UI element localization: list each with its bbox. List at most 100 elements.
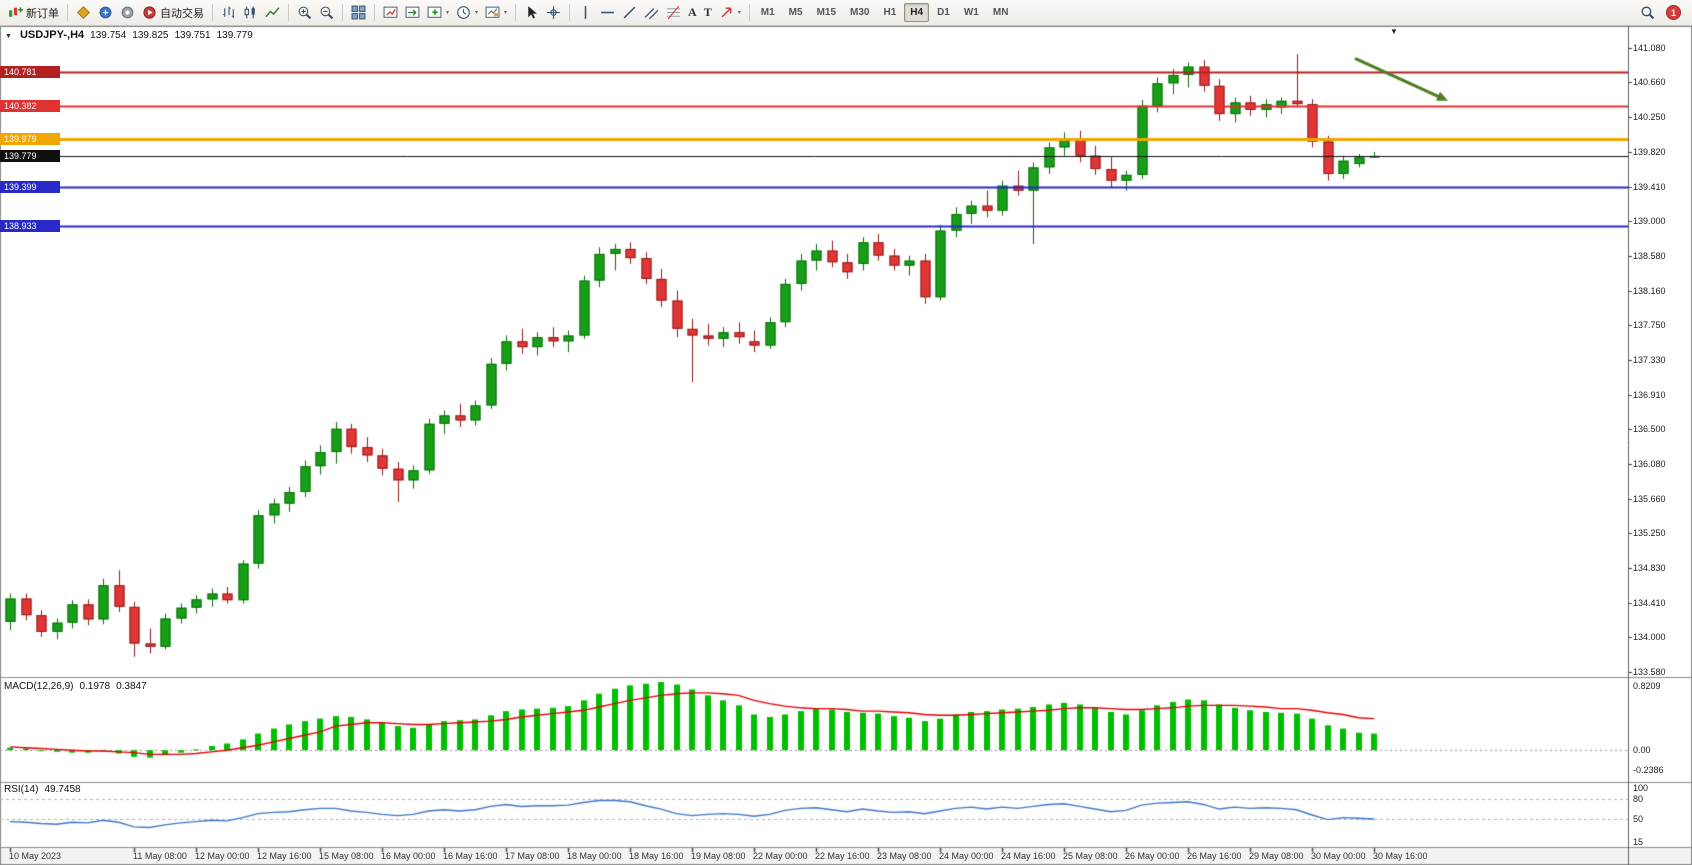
text-tool-button[interactable]: A (685, 2, 700, 24)
market-watch-icon (76, 5, 91, 20)
arrows-tool-button[interactable]: ▾ (716, 2, 744, 24)
chart-shift-button[interactable] (380, 2, 401, 24)
price-axis-label: 138.580 (1633, 250, 1666, 261)
templates-icon (485, 5, 500, 20)
time-axis-label: 15 May 08:00 (319, 851, 374, 861)
timeframe-w1[interactable]: W1 (958, 3, 985, 22)
fibonacci-icon (666, 5, 681, 20)
navigator-button[interactable] (117, 2, 138, 24)
auto-trading-button[interactable]: 自动交易 (139, 2, 207, 24)
label-tool-icon: T (703, 5, 712, 19)
chart-canvas[interactable] (0, 26, 1692, 865)
horizontal-line-icon (600, 5, 615, 20)
arrow-tool-icon (719, 5, 734, 20)
timeframe-m1[interactable]: M1 (755, 3, 781, 22)
periods-button[interactable]: ▾ (453, 2, 481, 24)
clock-icon (456, 5, 471, 20)
price-axis-label: 134.000 (1633, 631, 1666, 642)
timeframe-m15[interactable]: M15 (811, 3, 842, 22)
indicators-button[interactable]: ▾ (424, 2, 452, 24)
chart-window: ▼ USDJPY-,H4 139.754 139.825 139.751 139… (0, 26, 1692, 865)
time-axis-label: 16 May 16:00 (443, 851, 498, 861)
price-axis-label: 140.250 (1633, 111, 1666, 122)
price-line-tag: 138.933 (0, 220, 60, 233)
ohlc-low: 139.751 (174, 30, 211, 41)
rsi-axis-label: 15 (1633, 837, 1644, 847)
timeframe-mn[interactable]: MN (987, 3, 1015, 22)
rsi-axis-label: 100 (1633, 783, 1649, 793)
horizontal-line-tool-button[interactable] (597, 2, 618, 24)
bar-chart-mode-button[interactable] (218, 2, 239, 24)
market-watch-button[interactable] (73, 2, 94, 24)
auto-scroll-icon (405, 5, 420, 20)
zoom-in-icon (297, 5, 312, 20)
chevron-down-icon: ▾ (737, 10, 741, 16)
new-order-button[interactable]: 新订单 (5, 2, 62, 24)
price-axis-label: 135.660 (1633, 493, 1666, 504)
price-axis-label: 139.000 (1633, 215, 1666, 226)
scroll-to-end-marker[interactable]: ▼ (1390, 27, 1398, 36)
data-window-icon (98, 5, 113, 20)
toolbar-separator (67, 4, 68, 21)
price-axis-label: 136.080 (1633, 458, 1666, 469)
macd-axis-label: 0.00 (1633, 745, 1651, 756)
timeframe-m5[interactable]: M5 (783, 3, 809, 22)
cursor-tool-button[interactable] (521, 2, 542, 24)
price-axis-label: 137.330 (1633, 354, 1666, 365)
new-order-icon (8, 5, 23, 20)
auto-scroll-button[interactable] (402, 2, 423, 24)
channel-icon (644, 5, 659, 20)
toolbar-separator (515, 4, 517, 21)
time-axis-label: 30 May 00:00 (1311, 851, 1366, 861)
vertical-line-tool-button[interactable] (575, 2, 596, 24)
price-line-tag: 140.781 (0, 66, 60, 79)
time-axis-label: 17 May 08:00 (505, 851, 560, 861)
channel-tool-button[interactable] (641, 2, 662, 24)
timeframe-m30[interactable]: M30 (844, 3, 875, 22)
price-axis-label: 136.910 (1633, 389, 1666, 400)
label-tool-button[interactable]: T (701, 2, 715, 24)
time-axis-label: 26 May 00:00 (1125, 851, 1180, 861)
zoom-out-icon (319, 5, 334, 20)
toolbar-separator (569, 4, 571, 21)
rsi-indicator-label: RSI(14) (4, 784, 39, 795)
time-axis-label: 30 May 16:00 (1373, 851, 1428, 861)
search-button[interactable] (1637, 2, 1658, 24)
zoom-out-button[interactable] (316, 2, 337, 24)
time-axis-label: 10 May 2023 (9, 851, 62, 861)
price-axis-label: 137.750 (1633, 319, 1666, 330)
time-axis-label: 12 May 16:00 (257, 851, 312, 861)
candlestick-mode-button[interactable] (240, 2, 261, 24)
toolbar-separator (212, 4, 213, 21)
line-chart-mode-button[interactable] (262, 2, 283, 24)
macd-signal-value: 0.3847 (116, 681, 147, 692)
timeframe-h1[interactable]: H1 (877, 3, 902, 22)
chart-title: ▼ USDJPY-,H4 139.754 139.825 139.751 139… (5, 29, 253, 41)
price-axis-label: 135.250 (1633, 527, 1666, 538)
auto-trading-icon (142, 5, 157, 20)
timeframe-h4[interactable]: H4 (904, 3, 930, 22)
zoom-in-button[interactable] (294, 2, 315, 24)
chart-shift-icon (383, 5, 398, 20)
price-axis-label: 134.830 (1633, 562, 1666, 573)
trendline-tool-button[interactable] (619, 2, 640, 24)
toolbar-separator (288, 4, 289, 21)
toolbar-separator (748, 4, 750, 21)
price-axis-label: 139.410 (1633, 181, 1666, 192)
fibonacci-tool-button[interactable] (663, 2, 684, 24)
timeframe-d1[interactable]: D1 (931, 3, 956, 22)
price-axis-label: 136.500 (1633, 423, 1666, 434)
chart-menu-icon[interactable]: ▼ (5, 33, 12, 40)
search-icon (1640, 5, 1655, 20)
crosshair-tool-button[interactable] (543, 2, 564, 24)
notification-badge[interactable]: 1 (1666, 5, 1681, 20)
tile-windows-button[interactable] (348, 2, 369, 24)
rsi-axis-label: 80 (1633, 794, 1644, 805)
time-axis-label: 18 May 16:00 (629, 851, 684, 861)
time-axis-label: 22 May 00:00 (753, 851, 808, 861)
cursor-icon (524, 5, 539, 20)
templates-button[interactable]: ▾ (482, 2, 510, 24)
chevron-down-icon: ▾ (504, 10, 508, 16)
data-window-button[interactable] (95, 2, 116, 24)
